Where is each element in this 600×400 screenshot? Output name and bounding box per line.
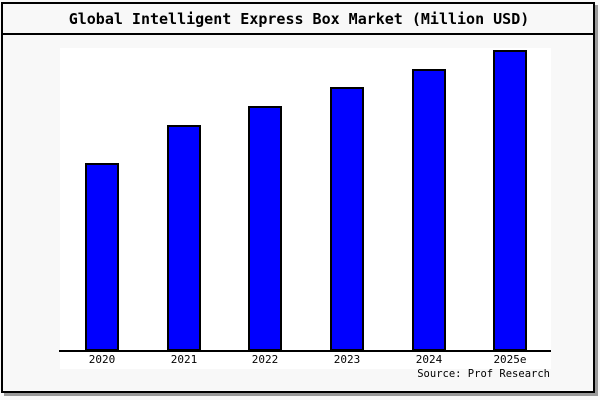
source-credit: Source: Prof Research xyxy=(417,368,550,380)
x-tick-label-2022: 2022 xyxy=(251,353,279,366)
bar-2022 xyxy=(248,106,282,351)
bar-2021 xyxy=(167,125,201,351)
bar-2024 xyxy=(412,69,446,351)
plot-area xyxy=(60,48,551,369)
chart-title: Global Intelligent Express Box Market (M… xyxy=(68,9,530,28)
x-tick-label-2023: 2023 xyxy=(333,353,361,366)
bar-2025e xyxy=(493,50,527,351)
bar-2023 xyxy=(330,87,364,351)
x-axis-line xyxy=(59,350,551,352)
x-tick-label-2024: 2024 xyxy=(415,353,443,366)
bar-2020 xyxy=(85,163,119,351)
x-tick-label-2025e: 2025e xyxy=(493,353,527,366)
x-tick-label-2021: 2021 xyxy=(170,353,198,366)
x-tick-label-2020: 2020 xyxy=(88,353,116,366)
chart-title-bar: Global Intelligent Express Box Market (M… xyxy=(3,4,595,35)
